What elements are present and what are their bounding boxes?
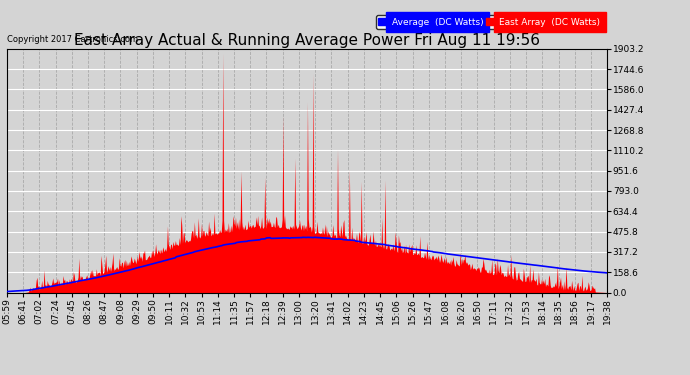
Legend: Average  (DC Watts), East Array  (DC Watts): Average (DC Watts), East Array (DC Watts… [376, 15, 602, 29]
Title: East Array Actual & Running Average Power Fri Aug 11 19:56: East Array Actual & Running Average Powe… [74, 33, 540, 48]
Text: Copyright 2017 Cartronics.com: Copyright 2017 Cartronics.com [7, 35, 138, 44]
